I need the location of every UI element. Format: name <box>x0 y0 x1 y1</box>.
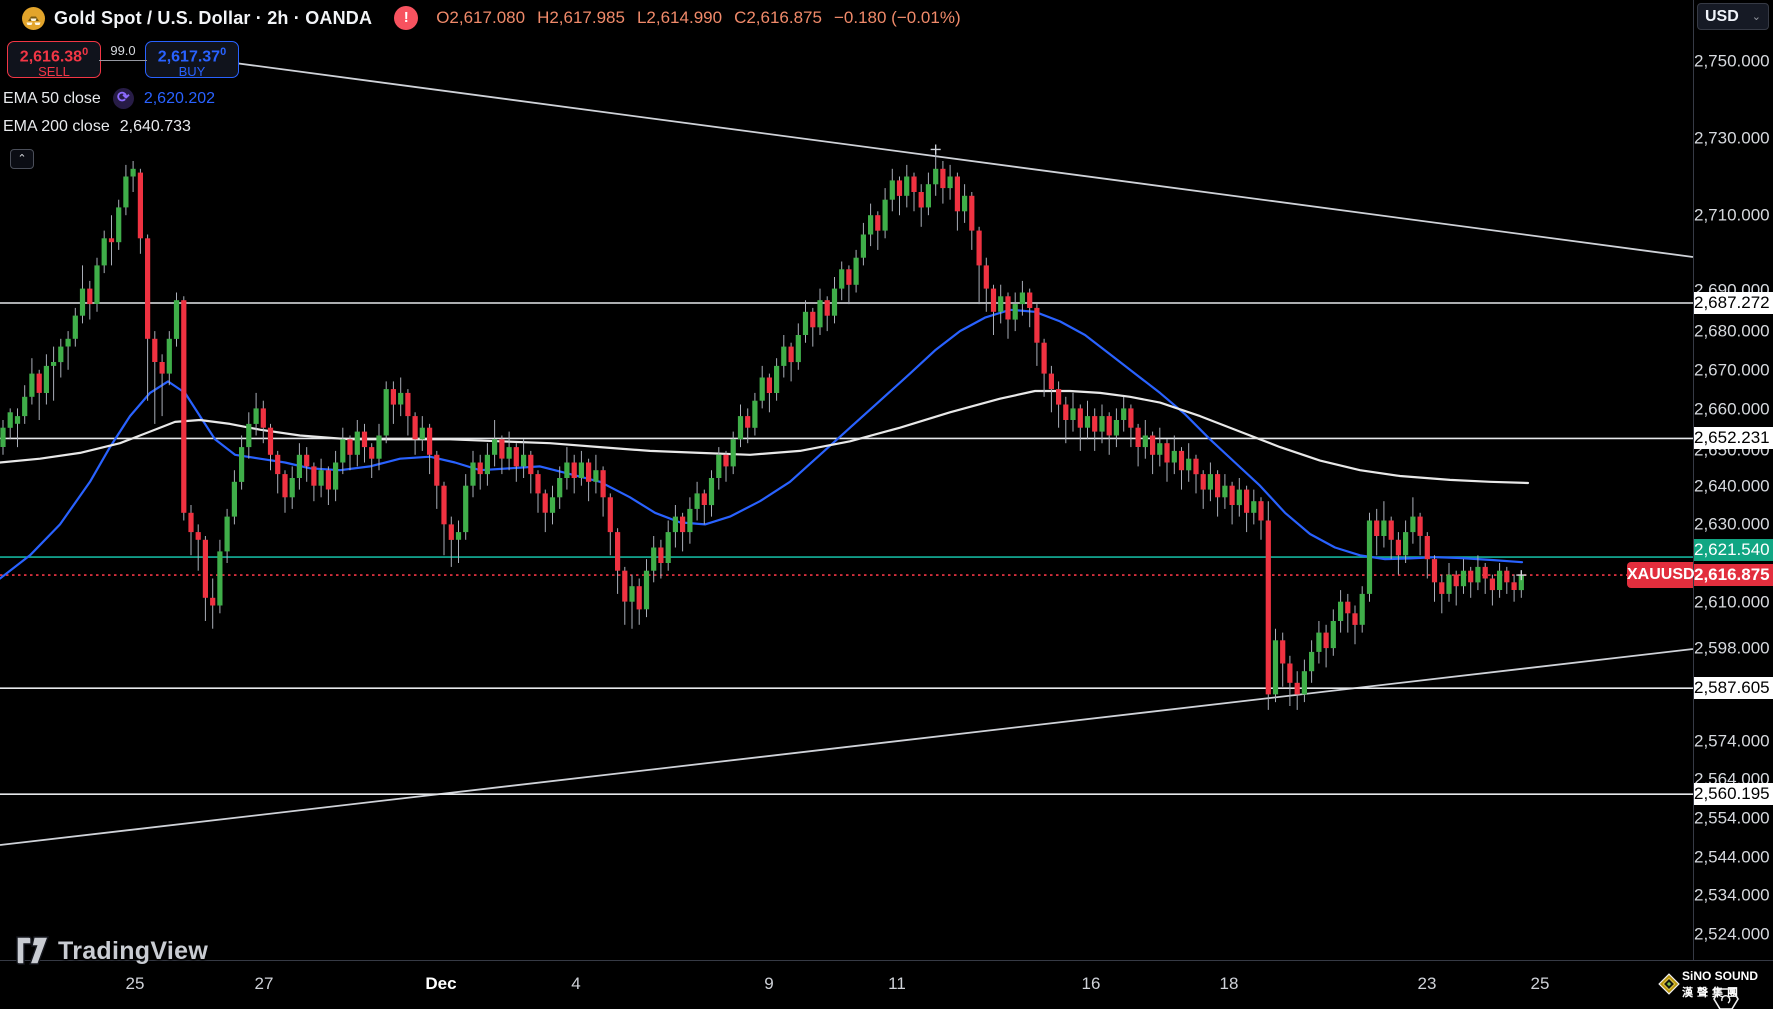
ema50-legend: EMA 50 close ⟳ 2,620.202 <box>3 88 215 109</box>
candles-layer[interactable] <box>0 149 1524 710</box>
spread-line <box>99 60 147 61</box>
price-tick-label: 2,630.000 <box>1694 514 1770 534</box>
price-tick-label: 2,660.000 <box>1694 399 1770 419</box>
price-cross-marker <box>1516 570 1527 581</box>
time-tick-label: 4 <box>571 974 581 993</box>
low-value: L2,614.990 <box>636 8 723 27</box>
tradingview-logo-icon <box>16 936 50 965</box>
price-tick-label: 2,534.000 <box>1694 885 1770 905</box>
price-tick-label: 2,574.000 <box>1694 731 1770 751</box>
time-tick-label: 11 <box>888 974 906 993</box>
trendline[interactable] <box>234 62 1693 258</box>
price-tick-label: 2,554.000 <box>1694 808 1770 828</box>
price-axis[interactable]: 2,750.000 2,730.000 2,710.000 2,690.000 2,68… <box>1693 0 1773 976</box>
current-price-label: 2,616.875 <box>1694 564 1773 586</box>
refresh-icon[interactable]: ⟳ <box>112 88 134 109</box>
spread-value: 99.0 <box>110 43 136 58</box>
price-tick-label: 2,750.000 <box>1694 51 1770 71</box>
ema200-label: EMA 200 close <box>3 118 110 135</box>
buy-button[interactable]: 2,617.370 BUY <box>145 41 239 80</box>
open-value: O2,617.080 <box>436 8 526 27</box>
symbol-title[interactable]: Gold Spot / U.S. Dollar · 2h · OANDA <box>54 7 373 28</box>
time-tick-label: 25 <box>125 974 145 993</box>
ema50-label: EMA 50 close <box>3 89 101 107</box>
buy-label: BUY <box>178 64 206 80</box>
sino-sound-text: SiNO SOUND <box>1682 969 1759 983</box>
price-tick-label: 2,710.000 <box>1694 205 1770 225</box>
sell-button[interactable]: 2,616.380 SELL <box>7 41 101 80</box>
currency-button[interactable]: USD ⌄ <box>1697 3 1769 30</box>
chevron-down-icon: ⌄ <box>1751 11 1761 23</box>
trade-panel: 2,616.380 SELL 99.0 2,617.370 BUY <box>7 41 239 80</box>
sino-diamond-icon <box>1658 973 1680 995</box>
trendline[interactable] <box>0 648 1693 846</box>
time-tick-label: 9 <box>764 974 774 993</box>
price-tick-label: 2,610.000 <box>1694 592 1770 612</box>
ema50-value: 2,620.202 <box>143 89 216 107</box>
chart-canvas[interactable] <box>0 0 1693 960</box>
price-tick-label: 2,680.000 <box>1694 321 1770 341</box>
spread-indicator: 99.0 <box>99 41 147 78</box>
symbol-price-tag: XAUUSD <box>1627 562 1695 588</box>
ema200-legend: EMA 200 close 2,640.733 <box>3 118 191 136</box>
sino-hexagon-icon <box>1713 988 1739 1009</box>
high-value: H2,617.985 <box>537 8 625 27</box>
price-level-label: 2,560.195 <box>1694 783 1773 805</box>
tradingview-logo[interactable]: TradingView <box>16 936 208 966</box>
time-tick-label: 23 <box>1417 974 1437 993</box>
alert-icon[interactable]: ! <box>394 6 419 30</box>
price-tick-label: 2,670.000 <box>1694 360 1770 380</box>
price-tick-label: 2,730.000 <box>1694 128 1770 148</box>
time-axis[interactable]: 25 27 Dec 4 9 11 16 18 23 25 <box>0 960 1773 1009</box>
change-value: −0.180 (−0.01%) <box>833 8 961 27</box>
close-value: C2,616.875 <box>734 8 822 27</box>
price-tick-label: 2,524.000 <box>1694 924 1770 944</box>
price-tick-label: 2,640.000 <box>1694 476 1770 496</box>
price-level-label: 2,587.605 <box>1694 677 1773 699</box>
ohlc-readout: O2,617.080 H2,617.985 L2,614.990 C2,616.… <box>436 8 960 28</box>
price-tick-label: 2,598.000 <box>1694 638 1770 658</box>
tradingview-logo-text: TradingView <box>58 936 209 965</box>
price-tick-label: 2,544.000 <box>1694 847 1770 867</box>
time-tick-label: 16 <box>1081 974 1101 993</box>
time-tick-label: Dec <box>425 974 457 993</box>
collapse-panel-button[interactable]: ⌃ <box>10 149 34 169</box>
time-tick-label: 18 <box>1219 974 1239 993</box>
ema-line-200[interactable] <box>0 389 1530 485</box>
sell-label: SELL <box>38 64 70 80</box>
time-tick-label: 25 <box>1530 974 1550 993</box>
price-cross-marker <box>930 144 941 155</box>
ema200-value: 2,640.733 <box>119 118 191 135</box>
time-tick-label: 27 <box>254 974 274 993</box>
price-level-label: 2,652.231 <box>1694 427 1773 449</box>
ema-line-50[interactable] <box>0 308 1524 580</box>
gold-instrument-icon <box>22 6 45 30</box>
symbol-header: Gold Spot / U.S. Dollar · 2h · OANDA ! O… <box>22 5 961 31</box>
price-level-label: 2,687.272 <box>1694 292 1773 314</box>
price-level-label: 2,621.540 <box>1694 539 1773 561</box>
